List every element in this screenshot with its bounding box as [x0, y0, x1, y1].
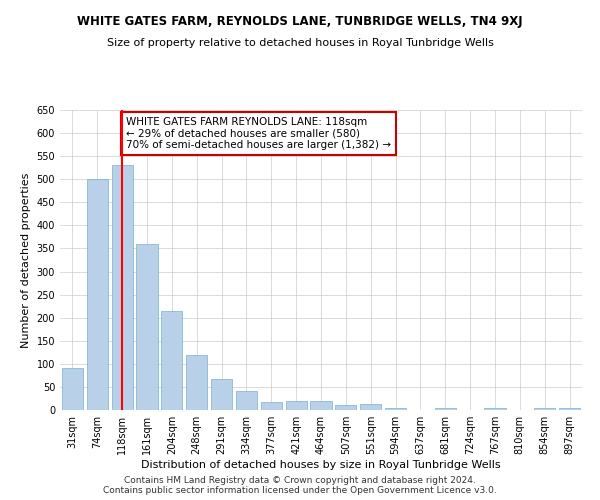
Bar — [62, 368, 83, 410]
Text: WHITE GATES FARM, REYNOLDS LANE, TUNBRIDGE WELLS, TN4 9XJ: WHITE GATES FARM, REYNOLDS LANE, TUNBRID… — [77, 15, 523, 28]
Bar — [435, 408, 456, 410]
Bar — [136, 244, 158, 410]
Bar — [87, 179, 108, 410]
Bar — [534, 408, 555, 410]
Text: Contains public sector information licensed under the Open Government Licence v3: Contains public sector information licen… — [103, 486, 497, 495]
Bar — [385, 408, 406, 410]
Bar — [286, 401, 307, 410]
Bar — [236, 390, 257, 410]
Bar — [261, 402, 282, 410]
Y-axis label: Number of detached properties: Number of detached properties — [21, 172, 31, 348]
Bar — [335, 406, 356, 410]
Bar — [484, 408, 506, 410]
Bar — [360, 404, 381, 410]
Text: Contains HM Land Registry data © Crown copyright and database right 2024.: Contains HM Land Registry data © Crown c… — [124, 476, 476, 485]
X-axis label: Distribution of detached houses by size in Royal Tunbridge Wells: Distribution of detached houses by size … — [141, 460, 501, 470]
Bar — [211, 379, 232, 410]
Bar — [186, 354, 207, 410]
Bar — [161, 311, 182, 410]
Bar — [112, 166, 133, 410]
Bar — [559, 408, 580, 410]
Bar — [310, 401, 332, 410]
Text: Size of property relative to detached houses in Royal Tunbridge Wells: Size of property relative to detached ho… — [107, 38, 493, 48]
Text: WHITE GATES FARM REYNOLDS LANE: 118sqm
← 29% of detached houses are smaller (580: WHITE GATES FARM REYNOLDS LANE: 118sqm ←… — [126, 117, 391, 150]
